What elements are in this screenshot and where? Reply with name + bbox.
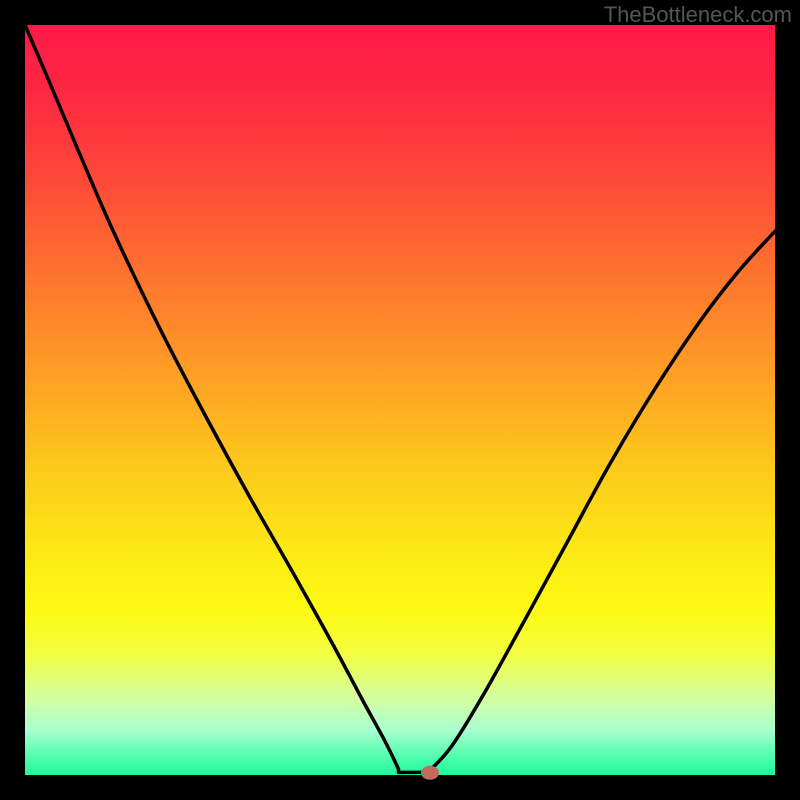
bottleneck-chart	[0, 0, 800, 800]
min-marker	[421, 766, 439, 780]
chart-container: TheBottleneck.com	[0, 0, 800, 800]
